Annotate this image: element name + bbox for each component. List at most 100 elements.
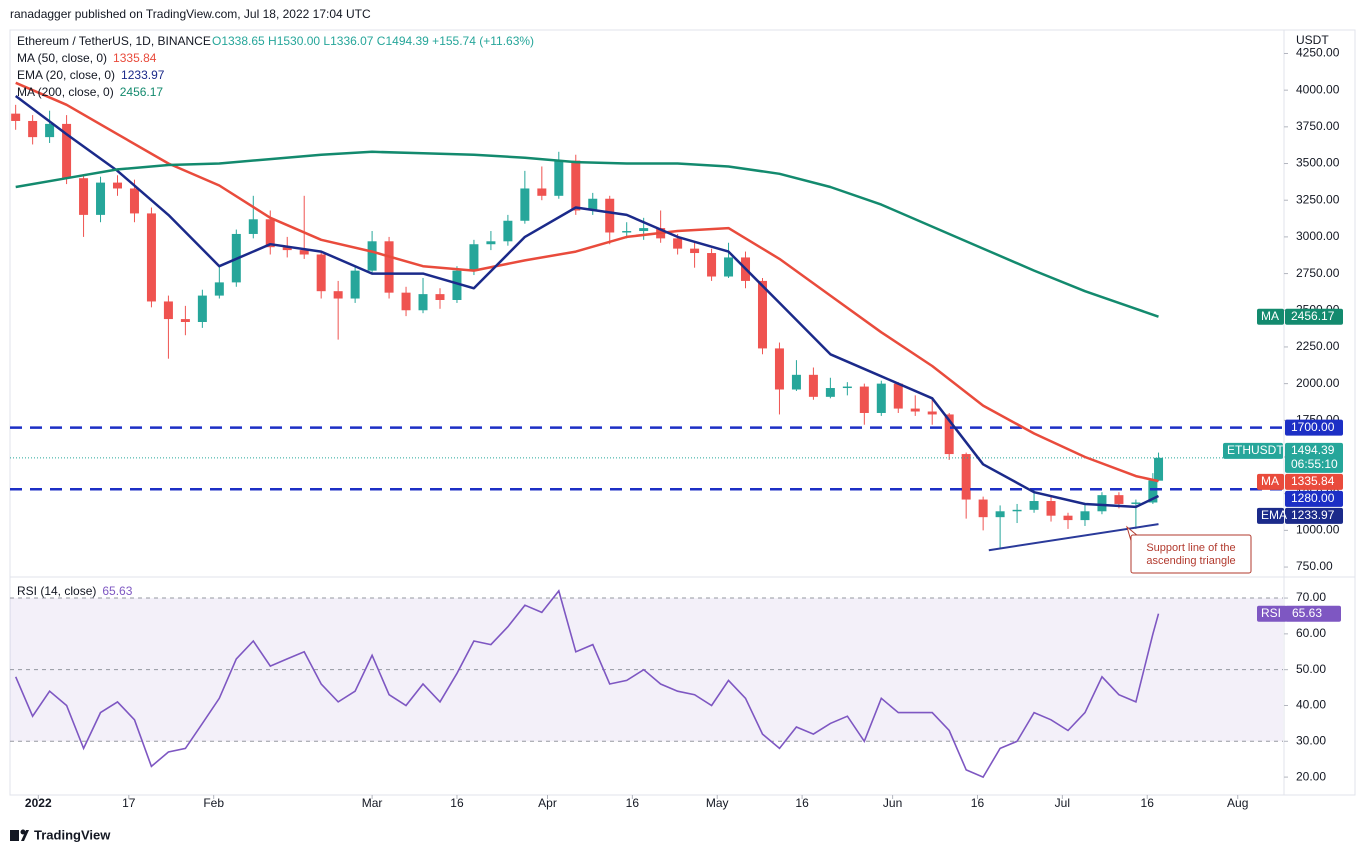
candle-body — [11, 113, 21, 121]
price-tag — [1257, 308, 1284, 325]
price-tag — [1285, 308, 1343, 325]
candle-body — [62, 123, 72, 179]
candle-body — [520, 188, 530, 221]
candle-body — [876, 383, 886, 413]
x-tick-label: 16 — [626, 796, 640, 810]
candle-body — [401, 292, 411, 311]
price-tag-label: 1280.00 — [1291, 491, 1335, 505]
candle-body — [825, 388, 835, 397]
ma-line — [15, 81, 1159, 483]
candle-body — [112, 182, 122, 189]
logo — [10, 829, 29, 841]
price-tag — [1223, 442, 1283, 459]
y-tick-label: 40.00 — [1296, 698, 1326, 712]
candle-body — [299, 250, 309, 255]
price-tag-label: EMA — [1261, 508, 1287, 522]
candle-body — [554, 160, 564, 196]
candle-body — [384, 241, 394, 293]
candle-body — [79, 178, 89, 215]
y-tick-label: 2000.00 — [1296, 376, 1340, 390]
candle-body — [961, 454, 971, 500]
y-tick-label: 1000.00 — [1296, 523, 1340, 537]
price-tag-label: ETHUSDT — [1227, 443, 1284, 457]
candle-body — [995, 511, 1005, 518]
candle-body — [842, 386, 852, 389]
price-tag — [1285, 473, 1343, 490]
candle-body — [45, 123, 55, 138]
annotation-text: ascending triangle — [1146, 555, 1235, 567]
price-tag — [1285, 419, 1343, 436]
candle-body — [248, 219, 258, 234]
x-tick-label: Feb — [203, 796, 224, 810]
candle-body — [146, 213, 156, 302]
price-tag — [1285, 507, 1343, 524]
candle-body — [673, 238, 683, 249]
candle-body — [859, 386, 869, 413]
candle-body — [180, 319, 190, 323]
price-tag — [1257, 507, 1284, 524]
candle-body — [197, 295, 207, 323]
candle-body — [893, 383, 903, 409]
legend-value: 1335.84 — [113, 51, 157, 65]
price-tag-label: 65.63 — [1292, 606, 1322, 620]
candle-body — [774, 348, 784, 390]
y-tick-label: 60.00 — [1296, 626, 1326, 640]
candle-body — [537, 188, 547, 196]
y-tick-label: 30.00 — [1296, 733, 1326, 747]
price-tag-label: 2456.17 — [1291, 309, 1335, 323]
price-tag-label: MA — [1261, 474, 1279, 488]
price-tag-label: MA — [1261, 309, 1279, 323]
candle-body — [1012, 509, 1022, 512]
candle-body — [1029, 501, 1039, 510]
author-line: ranadagger published on TradingView.com,… — [10, 7, 371, 21]
price-tag-label: 1494.39 — [1291, 443, 1335, 457]
x-tick-label: Apr — [538, 796, 557, 810]
price-tag-label: 1233.97 — [1291, 508, 1335, 522]
candle-body — [333, 291, 343, 299]
y-tick-label: 20.00 — [1296, 769, 1326, 783]
candle-body — [1063, 515, 1073, 521]
candle-body — [316, 254, 326, 292]
y-tick-label: 750.00 — [1296, 559, 1333, 573]
legend-value: 1233.97 — [121, 68, 165, 82]
x-tick-label: May — [706, 796, 729, 810]
legend-name: EMA (20, close, 0) — [17, 68, 115, 82]
candle-body — [486, 241, 496, 245]
symbol: Ethereum / TetherUS, 1D, BINANCE — [17, 34, 211, 48]
candle-body — [452, 270, 462, 300]
price-tag — [1285, 442, 1343, 473]
price-tag-label: RSI — [1261, 606, 1281, 620]
trend-line — [988, 523, 1159, 552]
price-tag-label: 06:55:10 — [1291, 457, 1338, 471]
y-tick-label: 3000.00 — [1296, 229, 1340, 243]
y-tick-label: 2250.00 — [1296, 339, 1340, 353]
candle-body — [418, 294, 428, 311]
y-tick-label: 4250.00 — [1296, 46, 1340, 60]
x-tick-label: Aug — [1227, 796, 1248, 810]
candle-body — [1154, 457, 1164, 481]
candle-body — [910, 408, 920, 412]
candle-body — [757, 280, 767, 349]
candle-body — [978, 499, 988, 518]
candle-body — [469, 244, 479, 271]
brand: TradingView — [34, 827, 111, 842]
candle-body — [944, 414, 954, 455]
candle-body — [571, 160, 581, 211]
legend-value: 2456.17 — [120, 85, 164, 99]
candle-body — [808, 374, 818, 397]
candle-body — [1148, 480, 1158, 503]
legend-name: RSI (14, close) — [17, 584, 96, 598]
annotation-text: Support line of the — [1146, 542, 1235, 554]
y-tick-label: 3500.00 — [1296, 156, 1340, 170]
y-tick-label: 50.00 — [1296, 662, 1326, 676]
y-tick-label: 4000.00 — [1296, 82, 1340, 96]
ma-line — [14, 95, 1160, 509]
annotation-box — [1130, 534, 1252, 574]
candle-body — [1114, 495, 1124, 504]
candle-body — [282, 247, 292, 251]
candle-body — [503, 220, 513, 242]
candle-body — [605, 198, 615, 233]
candle-body — [1097, 495, 1107, 512]
rsi-band — [10, 598, 1283, 742]
currency: USDT — [1296, 33, 1329, 47]
